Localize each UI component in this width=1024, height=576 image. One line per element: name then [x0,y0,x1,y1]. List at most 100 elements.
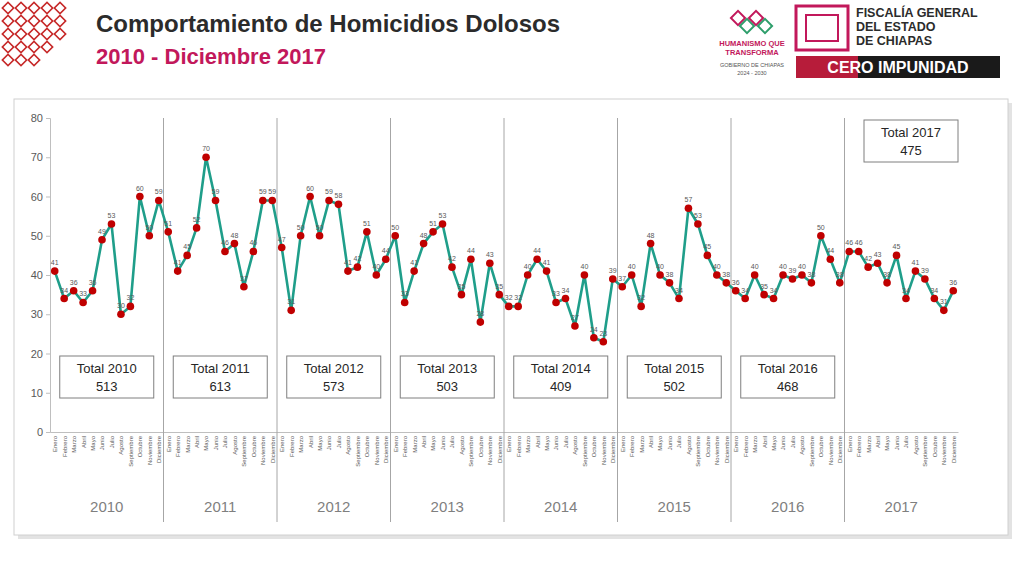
point-marker [827,255,835,263]
pattern-diamond [54,2,65,13]
y-tick-label: 70 [31,151,43,163]
x-tick: Enero [279,432,285,452]
x-tick: Septiembre [468,432,474,467]
point-marker [344,267,352,275]
x-tick-label: Enero [279,435,285,452]
x-tick-label: Octubre [137,435,143,457]
logo-shape [758,19,772,33]
year-label: 2011 [204,498,236,515]
point-marker [306,193,314,201]
data-label: 59 [268,188,276,195]
logo-frame [806,15,838,41]
x-tick: Marzo [185,432,191,453]
x-tick: Febrero [629,432,635,457]
point-marker [297,232,305,240]
pattern-diamond [15,28,26,39]
badge-text: CERO IMPUNIDAD [827,59,968,76]
panel [14,99,1008,535]
logo-text: DE CHIAPAS [856,34,932,48]
data-label: 42 [864,255,872,262]
subtitle: 2010 - Diciembre 2017 [96,44,326,69]
data-label: 35 [760,283,768,290]
x-tick-label: Julio [222,435,228,448]
x-tick: Marzo [639,432,645,453]
total-value: 409 [550,379,572,394]
x-tick-label: Julio [563,435,569,448]
plot-area [51,153,957,345]
data-label: 43 [486,251,494,258]
point-marker [458,291,466,299]
point-marker [722,279,730,287]
x-tick: Octubre [591,432,597,457]
data-label: 45 [893,243,901,250]
point-marker [391,232,399,240]
x-tick-label: Febrero [629,435,635,457]
x-tick: Abril [762,432,768,448]
series-line [55,157,954,341]
total-value: 503 [436,379,458,394]
total-label: Total 2015 [644,361,704,376]
x-tick: Febrero [62,432,68,457]
data-label: 36 [949,279,957,286]
x-tick-label: Junio [667,435,673,450]
point-marker [760,291,768,299]
x-tick: Abril [81,432,87,448]
data-label: 40 [580,263,588,270]
x-tick-label: Enero [393,435,399,452]
x-tick: Abril [308,432,314,448]
data-label: 50 [316,224,324,231]
point-marker [817,232,825,240]
data-label: 60 [136,185,144,192]
x-tick-label: Marzo [298,435,304,452]
data-label: 59 [212,188,220,195]
y-tick-mark [46,393,50,394]
point-marker [808,279,816,287]
data-label: 53 [439,212,447,219]
x-tick-label: Agosto [345,435,351,454]
year-divider [617,118,618,522]
x-tick-label: Junio [553,435,559,450]
x-tick-label: Octubre [478,435,484,457]
x-tick: Abril [535,432,541,448]
total-label: Total 2010 [77,361,137,376]
pattern-diamond [2,28,13,39]
y-tick-label: 30 [31,308,43,320]
data-label: 41 [410,259,418,266]
x-tick: Octubre [364,432,370,457]
total-box [287,356,381,398]
x-tick-label: Noviembre [260,435,266,465]
x-tick-label: Julio [336,435,342,448]
x-tick: Febrero [516,432,522,457]
point-marker [704,252,712,260]
y-tick: 40 [31,269,50,281]
x-tick: Noviembre [714,432,720,465]
point-marker [98,236,106,244]
point-marker [240,283,248,291]
x-tick: Junio [326,432,332,450]
x-tick-label: Octubre [364,435,370,457]
x-tick-label: Noviembre [601,435,607,465]
x-tick-label: Mayo [771,435,777,450]
data-label: 48 [420,232,428,239]
x-tick-label: Marzo [525,435,531,452]
data-label: 48 [231,232,239,239]
x-tick: Febrero [743,432,749,457]
x-tick: Septiembre [582,432,588,467]
point-marker [486,259,494,267]
x-tick-label: Noviembre [714,435,720,465]
x-tick-label: Julio [676,435,682,448]
x-tick: Junio [553,432,559,450]
data-label: 46 [221,239,229,246]
x-tick-label: Agosto [232,435,238,454]
x-tick-label: Diciembre [497,435,503,463]
data-label: 36 [89,279,97,286]
point-marker [164,228,172,236]
x-tick-label: Octubre [705,435,711,457]
point-marker [931,295,939,303]
x-tick: Abril [194,432,200,448]
x-tick: Septiembre [241,432,247,467]
point-marker [420,240,428,248]
data-label: 38 [722,271,730,278]
year-divider [277,118,278,522]
point-marker [250,248,258,256]
